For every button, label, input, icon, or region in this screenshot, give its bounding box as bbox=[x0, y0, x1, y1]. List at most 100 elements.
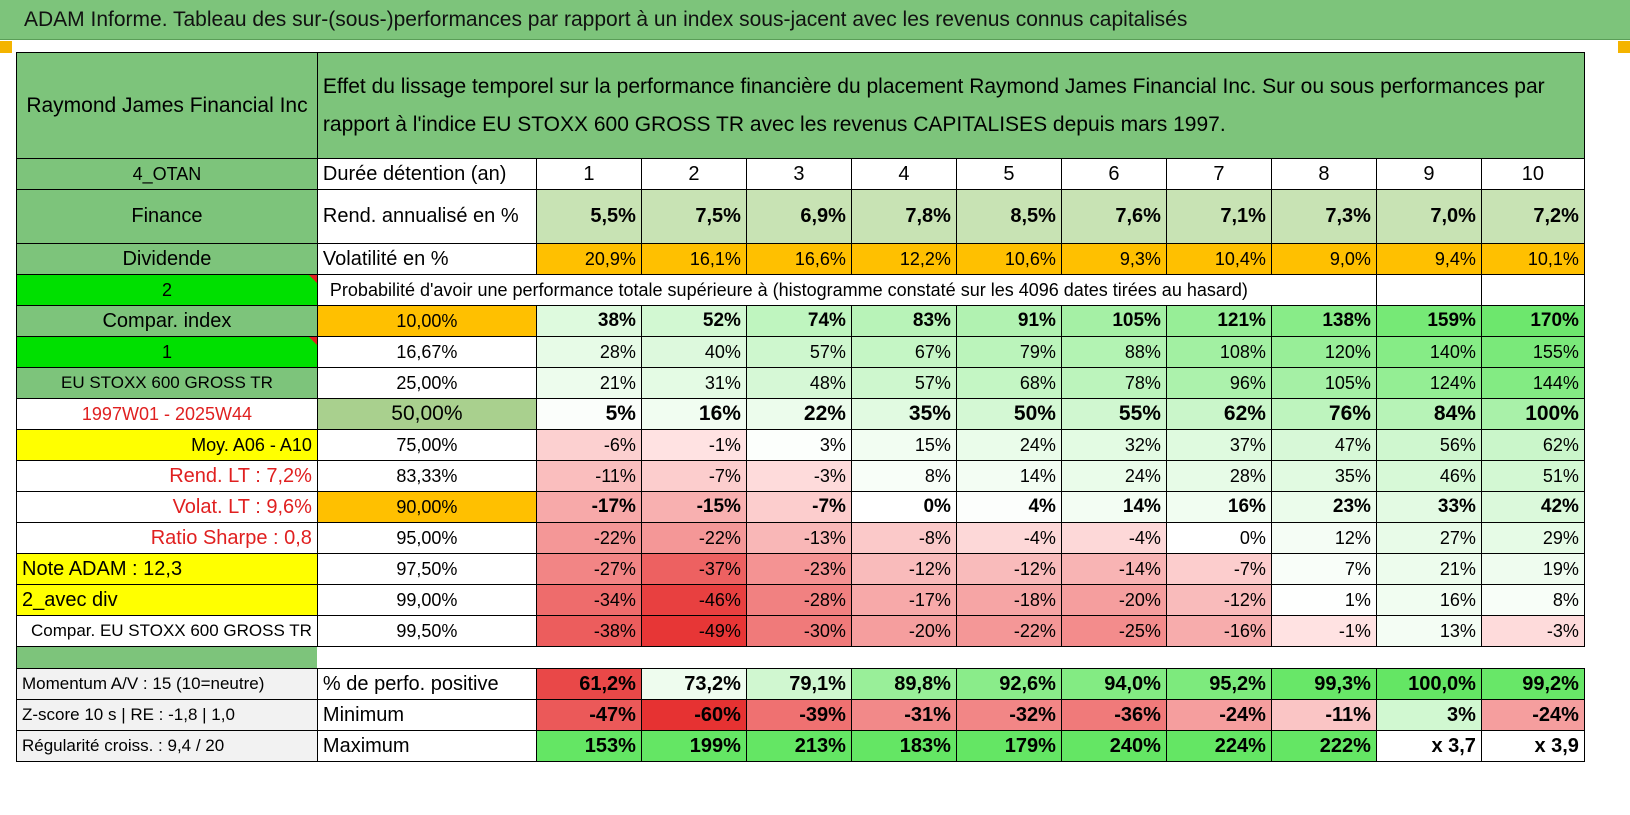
probability-cell: 1% bbox=[1270, 584, 1377, 616]
summary-cell: 240% bbox=[1060, 730, 1167, 762]
company-name: Raymond James Financial Inc bbox=[16, 52, 318, 159]
probability-cell: 14% bbox=[955, 460, 1062, 492]
corner-mark-right bbox=[1618, 41, 1630, 53]
volatility-cell: 9,0% bbox=[1270, 243, 1377, 275]
year-header: 5 bbox=[955, 158, 1062, 190]
probability-cell: -37% bbox=[640, 553, 747, 585]
probability-cell: 7% bbox=[1270, 553, 1377, 585]
return-cell: 7,5% bbox=[640, 189, 747, 244]
probability-row: 1 16,67% 28% 40% 57% 67% 79% 88% 108% 120% 140% 155… bbox=[16, 336, 1585, 368]
probability-cell: 16% bbox=[1165, 491, 1272, 523]
percentile-cell: 99,00% bbox=[316, 584, 537, 616]
side-label: Volat. LT : 9,6% bbox=[16, 491, 318, 523]
probability-cell: 76% bbox=[1270, 398, 1377, 430]
summary-cell: 92,6% bbox=[955, 668, 1062, 700]
probability-cell: -27% bbox=[535, 553, 642, 585]
return-cell: 7,8% bbox=[850, 189, 957, 244]
summary-cell: 199% bbox=[640, 730, 747, 762]
probability-cell: -38% bbox=[535, 615, 642, 647]
header-row: Raymond James Financial Inc Effet du lis… bbox=[16, 52, 1585, 159]
probability-cell: 22% bbox=[745, 398, 852, 430]
probability-cell: -6% bbox=[535, 429, 642, 461]
year-header: 9 bbox=[1375, 158, 1482, 190]
probability-cell: 13% bbox=[1375, 615, 1482, 647]
side-label: Momentum A/V : 15 (10=neutre) bbox=[16, 668, 318, 700]
years-row: 4_OTAN Durée détention (an) 1 2 3 4 5 6 7 8 9 10 bbox=[16, 158, 1585, 190]
probability-cell: 21% bbox=[535, 367, 642, 399]
summary-cell: 89,8% bbox=[850, 668, 957, 700]
summary-cell: 153% bbox=[535, 730, 642, 762]
summary-cell: 99,2% bbox=[1480, 668, 1585, 700]
probability-cell: -12% bbox=[955, 553, 1062, 585]
probability-caption: Probabilité d'avoir une performance tota… bbox=[316, 274, 1377, 306]
side-label: Note ADAM : 12,3 bbox=[16, 553, 318, 585]
probability-cell: 5% bbox=[535, 398, 642, 430]
probability-cell: -34% bbox=[535, 584, 642, 616]
summary-cell: 99,3% bbox=[1270, 668, 1377, 700]
percentile-cell: 99,50% bbox=[316, 615, 537, 647]
volatility-cell: 16,6% bbox=[745, 243, 852, 275]
probability-cell: -12% bbox=[850, 553, 957, 585]
probability-cell: -20% bbox=[850, 615, 957, 647]
summary-row: Z-score 10 s | RE : -1,8 | 1,0 Minimum -47… bbox=[16, 699, 1585, 731]
probability-cell: 0% bbox=[850, 491, 957, 523]
return-cell: 6,9% bbox=[745, 189, 852, 244]
summary-cell: -31% bbox=[850, 699, 957, 731]
separator-cell bbox=[317, 647, 1584, 669]
summary-cell: 179% bbox=[955, 730, 1062, 762]
summary-cell: 222% bbox=[1270, 730, 1377, 762]
summary-cell: 213% bbox=[745, 730, 852, 762]
probability-cell: 40% bbox=[640, 336, 747, 368]
return-cell: 7,3% bbox=[1270, 189, 1377, 244]
side-label: 1997W01 - 2025W44 bbox=[16, 398, 318, 430]
percentile-cell: 10,00% bbox=[316, 305, 537, 337]
summary-cell: -11% bbox=[1270, 699, 1377, 731]
side-label: 1 bbox=[16, 336, 318, 368]
probability-cell: 8% bbox=[850, 460, 957, 492]
title-bar: ADAM Informe. Tableau des sur-(sous-)per… bbox=[0, 0, 1630, 40]
probability-row: Moy. A06 - A10 75,00% -6% -1% 3% 15% 24% 32% 37%… bbox=[16, 429, 1585, 461]
probability-cell: 12% bbox=[1270, 522, 1377, 554]
probability-cell: 78% bbox=[1060, 367, 1167, 399]
probability-cell: 52% bbox=[640, 305, 747, 337]
row-label: Minimum bbox=[316, 699, 537, 731]
year-header: 8 bbox=[1270, 158, 1377, 190]
volatility-cell: 10,1% bbox=[1480, 243, 1585, 275]
probability-cell: 79% bbox=[955, 336, 1062, 368]
probability-row: Volat. LT : 9,6% 90,00% -17% -15% -7% 0% 4% 14%… bbox=[16, 491, 1585, 523]
volatility-cell: 12,2% bbox=[850, 243, 957, 275]
probability-cell: -14% bbox=[1060, 553, 1167, 585]
probability-cell: -15% bbox=[640, 491, 747, 523]
year-header: 2 bbox=[640, 158, 747, 190]
probability-cell: 50% bbox=[955, 398, 1062, 430]
side-label: 2_avec div bbox=[16, 584, 318, 616]
return-cell: 5,5% bbox=[535, 189, 642, 244]
probability-cell: 121% bbox=[1165, 305, 1272, 337]
percentile-cell: 95,00% bbox=[316, 522, 537, 554]
probability-cell: 155% bbox=[1480, 336, 1585, 368]
return-row: Finance Rend. annualisé en % 5,5% 7,5% 6,9% 7… bbox=[16, 189, 1585, 244]
probability-row: Note ADAM : 12,3 97,50% -27% -37% -23% -12% -1… bbox=[16, 553, 1585, 585]
side-label: Dividende bbox=[16, 243, 318, 275]
summary-cell: 61,2% bbox=[535, 668, 642, 700]
year-header: 10 bbox=[1480, 158, 1585, 190]
probability-cell: 31% bbox=[640, 367, 747, 399]
percentile-cell: 16,67% bbox=[316, 336, 537, 368]
probability-cell: -22% bbox=[640, 522, 747, 554]
volatility-cell: 9,3% bbox=[1060, 243, 1167, 275]
probability-cell: 57% bbox=[745, 336, 852, 368]
probability-cell: 108% bbox=[1165, 336, 1272, 368]
percentile-cell: 83,33% bbox=[316, 460, 537, 492]
probability-cell: -23% bbox=[745, 553, 852, 585]
probability-cell: 35% bbox=[1270, 460, 1377, 492]
probability-cell: 48% bbox=[745, 367, 852, 399]
percentile-cell: 75,00% bbox=[316, 429, 537, 461]
return-cell: 7,6% bbox=[1060, 189, 1167, 244]
summary-cell: -47% bbox=[535, 699, 642, 731]
probability-cell: -46% bbox=[640, 584, 747, 616]
probability-cell: 28% bbox=[535, 336, 642, 368]
volatility-cell: 16,1% bbox=[640, 243, 747, 275]
probability-cell: -7% bbox=[745, 491, 852, 523]
row-label: Durée détention (an) bbox=[316, 158, 537, 190]
probability-cell: 21% bbox=[1375, 553, 1482, 585]
